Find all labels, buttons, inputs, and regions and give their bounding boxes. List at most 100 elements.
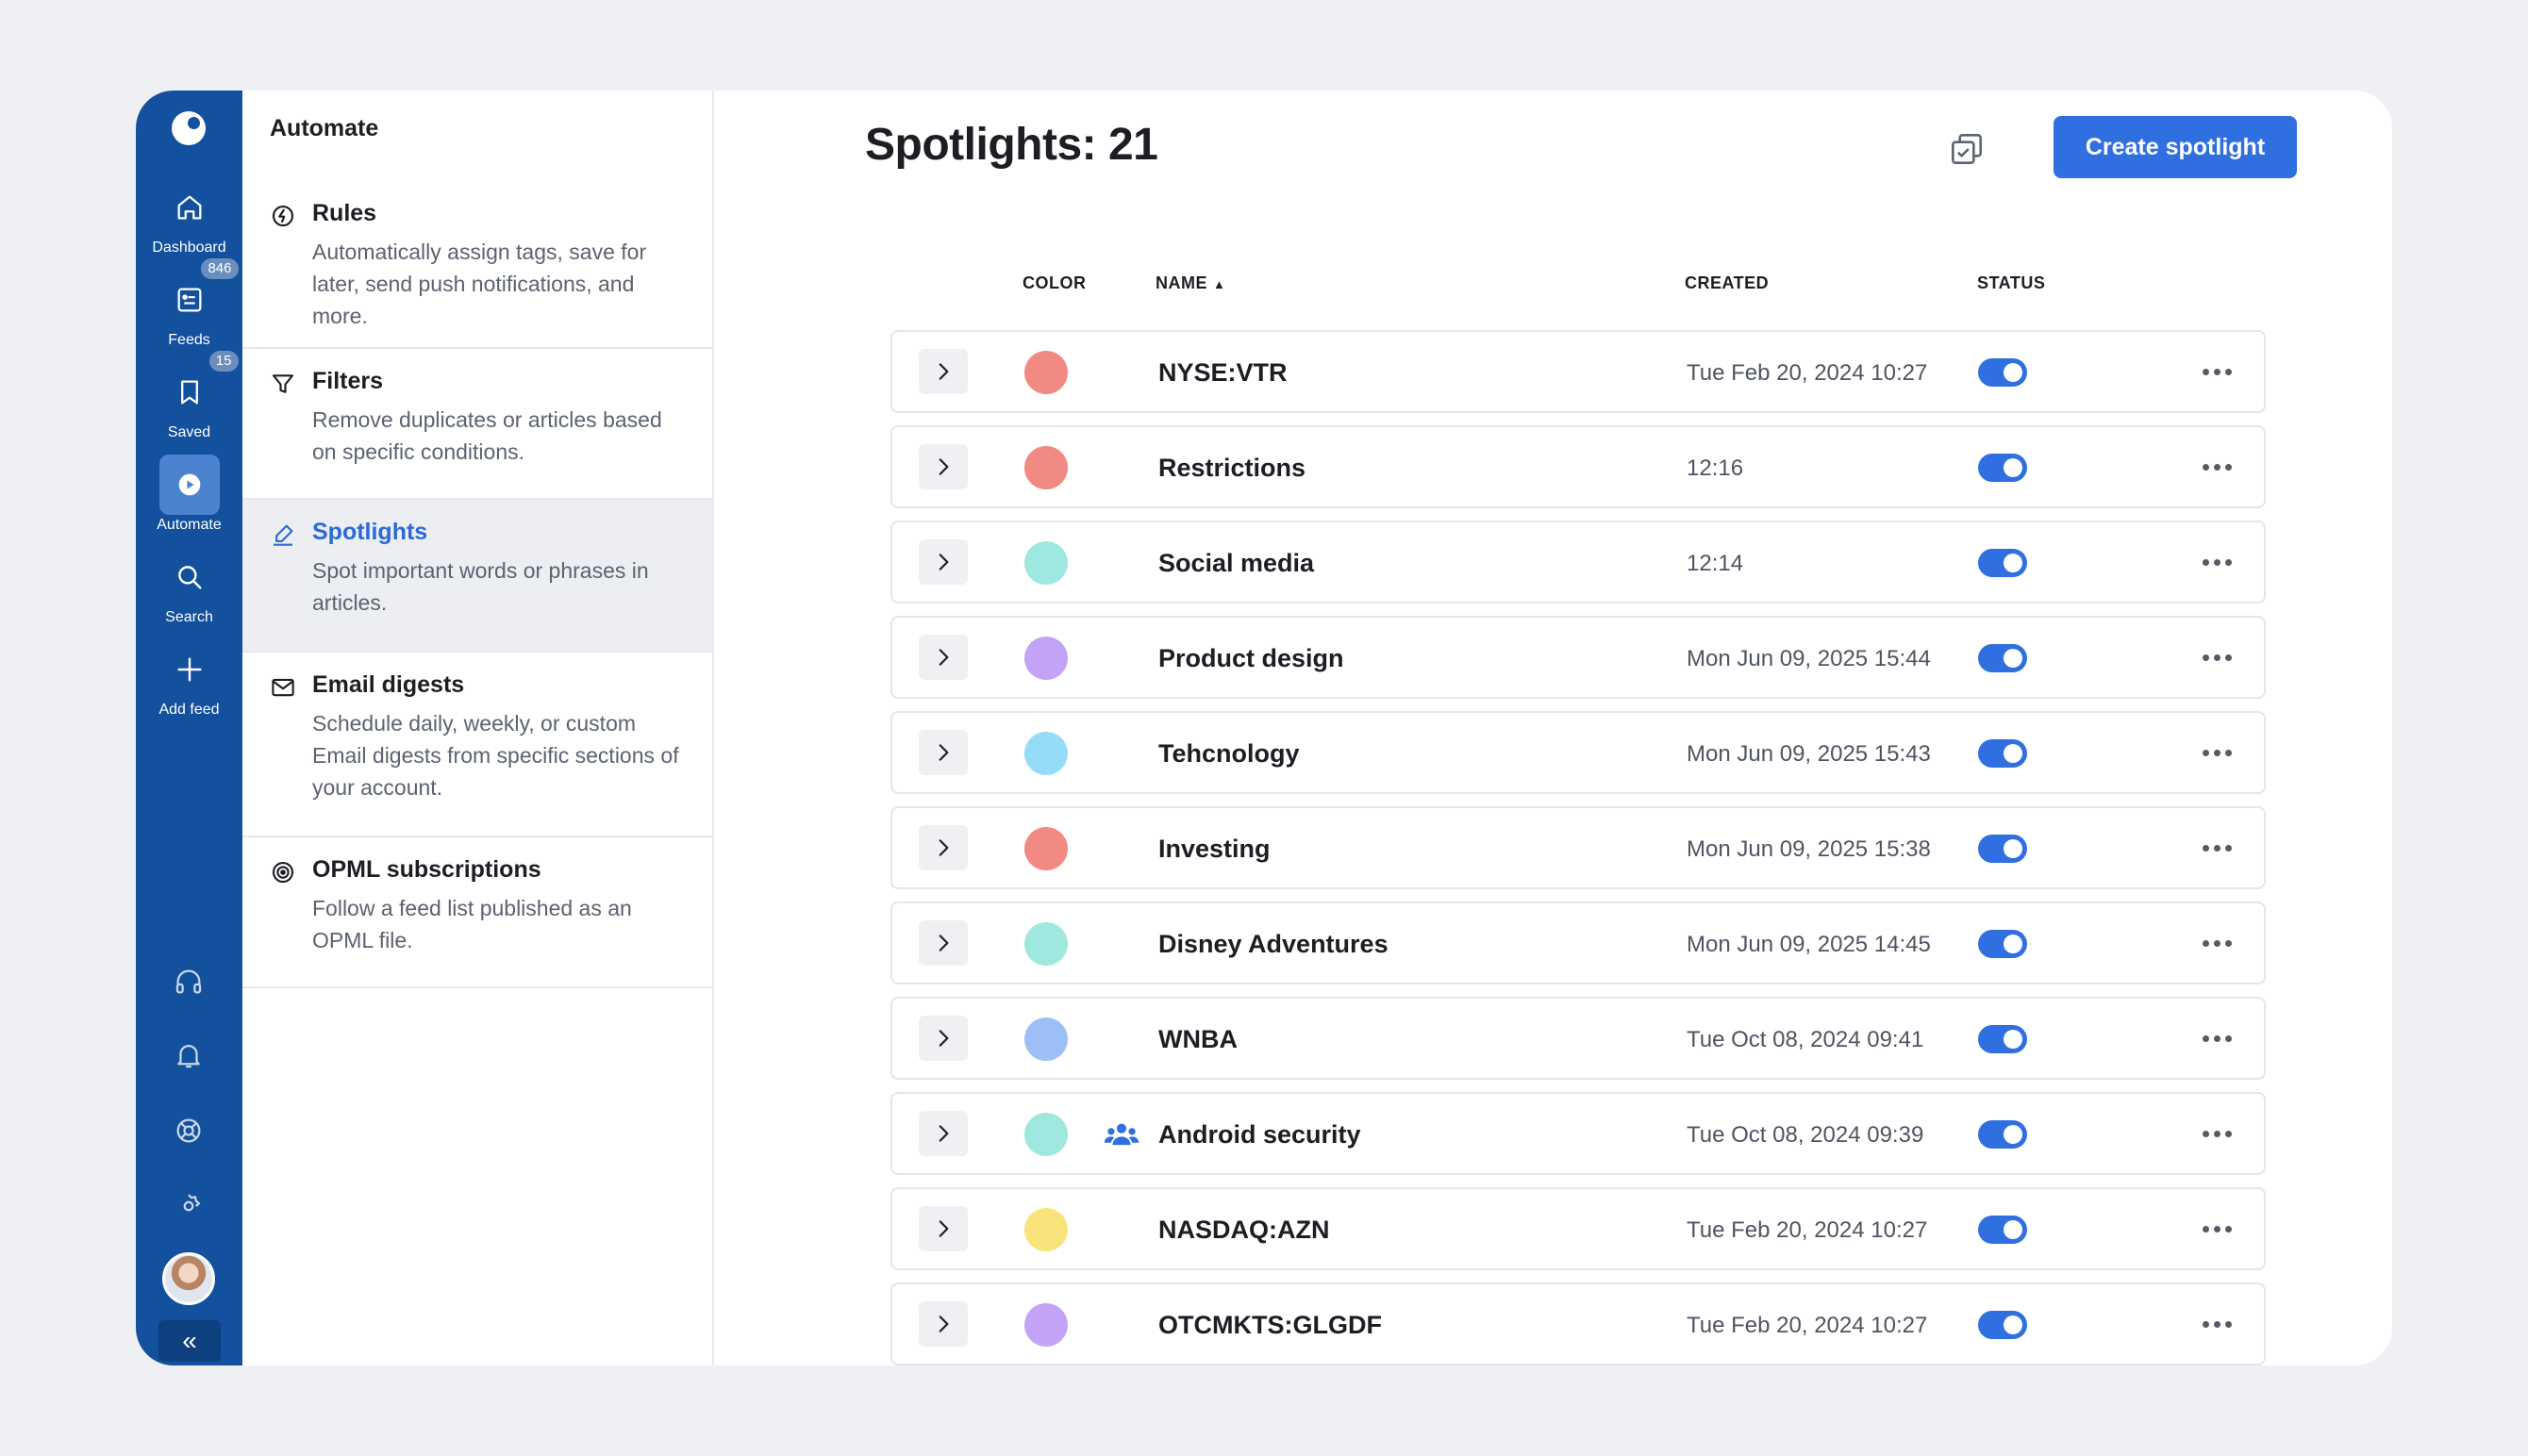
more-options-button[interactable] — [2197, 734, 2237, 771]
expand-row-button[interactable] — [919, 920, 968, 966]
spotlight-name[interactable]: Investing — [1158, 835, 1271, 863]
spotlight-color-swatch[interactable] — [1024, 922, 1068, 966]
spotlight-color-swatch[interactable] — [1024, 1018, 1068, 1061]
spotlight-color-swatch[interactable] — [1024, 732, 1068, 775]
spotlight-name[interactable]: Disney Adventures — [1158, 930, 1389, 958]
expand-row-button[interactable] — [919, 825, 968, 870]
opml-icon — [269, 858, 297, 886]
panel-item-opml-subscriptions[interactable]: OPML subscriptions Follow a feed list pu… — [242, 837, 712, 988]
column-header-color[interactable]: COLOR — [1023, 273, 1087, 292]
more-options-button[interactable] — [2197, 543, 2237, 581]
spotlight-name[interactable]: Product design — [1158, 644, 1344, 672]
feeds-count-badge: 846 — [201, 258, 239, 279]
panel-item-title: Spotlights — [312, 519, 428, 545]
column-header-name[interactable]: NAME ▲ — [1156, 273, 1225, 293]
more-options-button[interactable] — [2197, 829, 2237, 867]
spotlight-name[interactable]: Android security — [1158, 1120, 1361, 1149]
chevron-right-icon — [939, 744, 949, 761]
status-toggle[interactable] — [1978, 644, 2027, 672]
more-options-button[interactable] — [2197, 638, 2237, 676]
more-options-button[interactable] — [2197, 448, 2237, 486]
more-options-button[interactable] — [2197, 1210, 2237, 1248]
gear-icon[interactable] — [163, 1181, 214, 1232]
spotlight-color-swatch[interactable] — [1024, 541, 1068, 585]
rail-item-saved[interactable]: 15 Saved — [136, 351, 242, 441]
expand-row-button[interactable] — [919, 444, 968, 489]
spotlight-created-date: 12:16 — [1687, 455, 1744, 481]
expand-row-button[interactable] — [919, 1301, 968, 1347]
more-dot-icon — [2202, 1225, 2209, 1233]
spotlight-name[interactable]: Social media — [1158, 549, 1315, 577]
more-dot-icon — [2213, 1034, 2220, 1042]
spotlight-row: Social media 12:14 — [890, 521, 2266, 604]
status-toggle[interactable] — [1978, 1216, 2027, 1244]
spotlight-name[interactable]: NASDAQ:AZN — [1158, 1216, 1330, 1244]
collapse-sidebar-button[interactable]: « — [158, 1320, 221, 1362]
expand-row-button[interactable] — [919, 1206, 968, 1251]
status-toggle[interactable] — [1978, 835, 2027, 863]
expand-row-button[interactable] — [919, 1111, 968, 1156]
more-dot-icon — [2224, 939, 2232, 947]
spotlight-color-swatch[interactable] — [1024, 1113, 1068, 1156]
create-spotlight-button[interactable]: Create spotlight — [2054, 116, 2297, 178]
more-dot-icon — [2213, 1320, 2220, 1328]
spotlight-color-swatch[interactable] — [1024, 1208, 1068, 1251]
rail-label: Automate — [157, 517, 222, 533]
rail-label: Dashboard — [152, 240, 226, 256]
panel-item-rules[interactable]: Rules Automatically assign tags, save fo… — [242, 181, 712, 349]
spotlight-color-swatch[interactable] — [1024, 446, 1068, 489]
search-icon — [159, 547, 220, 607]
avatar[interactable] — [162, 1252, 215, 1305]
status-toggle[interactable] — [1978, 930, 2027, 958]
expand-row-button[interactable] — [919, 349, 968, 394]
rail-item-add-feed[interactable]: Add feed — [136, 639, 242, 719]
bulk-select-icon[interactable] — [1946, 128, 1987, 170]
more-dot-icon — [2213, 1225, 2220, 1233]
status-toggle[interactable] — [1978, 1311, 2027, 1339]
spotlight-name[interactable]: NYSE:VTR — [1158, 358, 1288, 387]
spotlight-row: Restrictions 12:16 — [890, 425, 2266, 508]
spotlight-color-swatch[interactable] — [1024, 827, 1068, 870]
expand-row-button[interactable] — [919, 635, 968, 680]
expand-row-button[interactable] — [919, 730, 968, 775]
panel-item-filters[interactable]: Filters Remove duplicates or articles ba… — [242, 349, 712, 500]
rail-item-search[interactable]: Search — [136, 547, 242, 626]
more-options-button[interactable] — [2197, 924, 2237, 962]
rail-item-feeds[interactable]: 846 Feeds — [136, 258, 242, 349]
more-options-button[interactable] — [2197, 1305, 2237, 1343]
more-options-button[interactable] — [2197, 1019, 2237, 1057]
status-toggle[interactable] — [1978, 1025, 2027, 1053]
spotlight-name[interactable]: OTCMKTS:GLGDF — [1158, 1311, 1382, 1339]
rail-item-dashboard[interactable]: Dashboard — [136, 177, 242, 256]
expand-row-button[interactable] — [919, 539, 968, 585]
headphones-icon[interactable] — [163, 956, 214, 1007]
more-options-button[interactable] — [2197, 1115, 2237, 1152]
rail-item-automate[interactable]: Automate — [136, 455, 242, 534]
bell-icon[interactable] — [163, 1030, 214, 1081]
spotlight-color-swatch[interactable] — [1024, 351, 1068, 394]
more-dot-icon — [2202, 749, 2209, 756]
help-icon[interactable] — [163, 1105, 214, 1156]
chevron-right-icon — [939, 363, 949, 380]
more-options-button[interactable] — [2197, 353, 2237, 390]
status-toggle[interactable] — [1978, 1120, 2027, 1149]
rail-label: Feeds — [168, 332, 210, 348]
expand-row-button[interactable] — [919, 1016, 968, 1061]
status-toggle[interactable] — [1978, 454, 2027, 482]
spotlight-created-date: Tue Feb 20, 2024 10:27 — [1687, 360, 1928, 386]
spotlight-color-swatch[interactable] — [1024, 1303, 1068, 1347]
column-header-created[interactable]: CREATED — [1685, 273, 1770, 292]
panel-item-spotlights[interactable]: Spotlights Spot important words or phras… — [242, 500, 712, 653]
panel-item-description: Remove duplicates or articles based on s… — [312, 407, 662, 464]
chevron-right-icon — [939, 649, 949, 666]
app-logo[interactable] — [172, 111, 206, 145]
spotlight-name[interactable]: Tehcnology — [1158, 739, 1300, 768]
spotlight-name[interactable]: WNBA — [1158, 1025, 1238, 1053]
status-toggle[interactable] — [1978, 358, 2027, 387]
spotlight-name[interactable]: Restrictions — [1158, 454, 1306, 482]
status-toggle[interactable] — [1978, 549, 2027, 577]
status-toggle[interactable] — [1978, 739, 2027, 768]
saved-count-badge: 15 — [208, 351, 239, 372]
spotlight-color-swatch[interactable] — [1024, 637, 1068, 680]
panel-item-email-digests[interactable]: Email digests Schedule daily, weekly, or… — [242, 653, 712, 837]
